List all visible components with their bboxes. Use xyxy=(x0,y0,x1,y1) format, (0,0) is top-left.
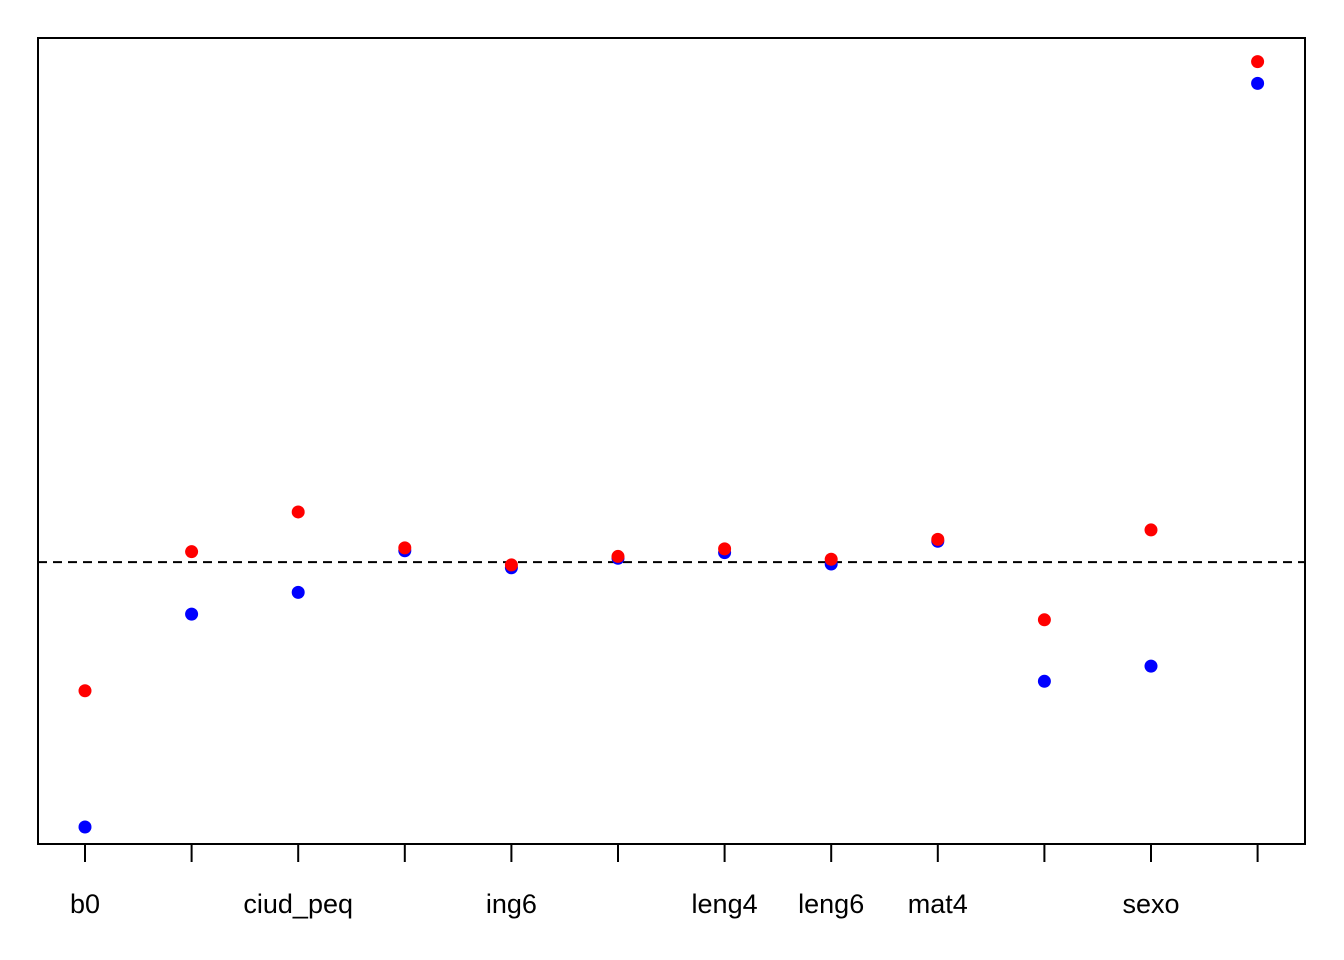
x-tick-label: ciud_peq xyxy=(243,889,353,919)
x-tick-label: sexo xyxy=(1122,889,1179,919)
data-point xyxy=(1144,659,1158,673)
data-point xyxy=(78,684,92,698)
data-point xyxy=(1144,523,1158,537)
x-tick-label: mat4 xyxy=(908,889,968,919)
x-tick-label: leng4 xyxy=(692,889,758,919)
data-points xyxy=(78,55,1265,834)
data-point xyxy=(824,552,838,566)
data-point xyxy=(1037,613,1051,627)
data-point xyxy=(1037,674,1051,688)
data-point xyxy=(504,558,518,572)
data-point xyxy=(185,545,199,559)
data-point xyxy=(291,505,305,519)
plot-frame xyxy=(37,37,1306,845)
data-point xyxy=(1251,55,1265,69)
data-point xyxy=(291,585,305,599)
data-point xyxy=(185,607,199,621)
x-tick-label: b0 xyxy=(70,889,100,919)
data-point xyxy=(1251,76,1265,90)
x-tick-label: leng6 xyxy=(798,889,864,919)
data-point xyxy=(78,820,92,834)
data-point xyxy=(611,549,625,563)
data-point xyxy=(718,542,732,556)
x-tick-label: ing6 xyxy=(486,889,537,919)
data-point xyxy=(398,541,412,555)
data-point xyxy=(931,532,945,546)
x-axis: b0 ciud_peq ing6 leng4 leng6 mat4 sexo xyxy=(70,843,1259,919)
